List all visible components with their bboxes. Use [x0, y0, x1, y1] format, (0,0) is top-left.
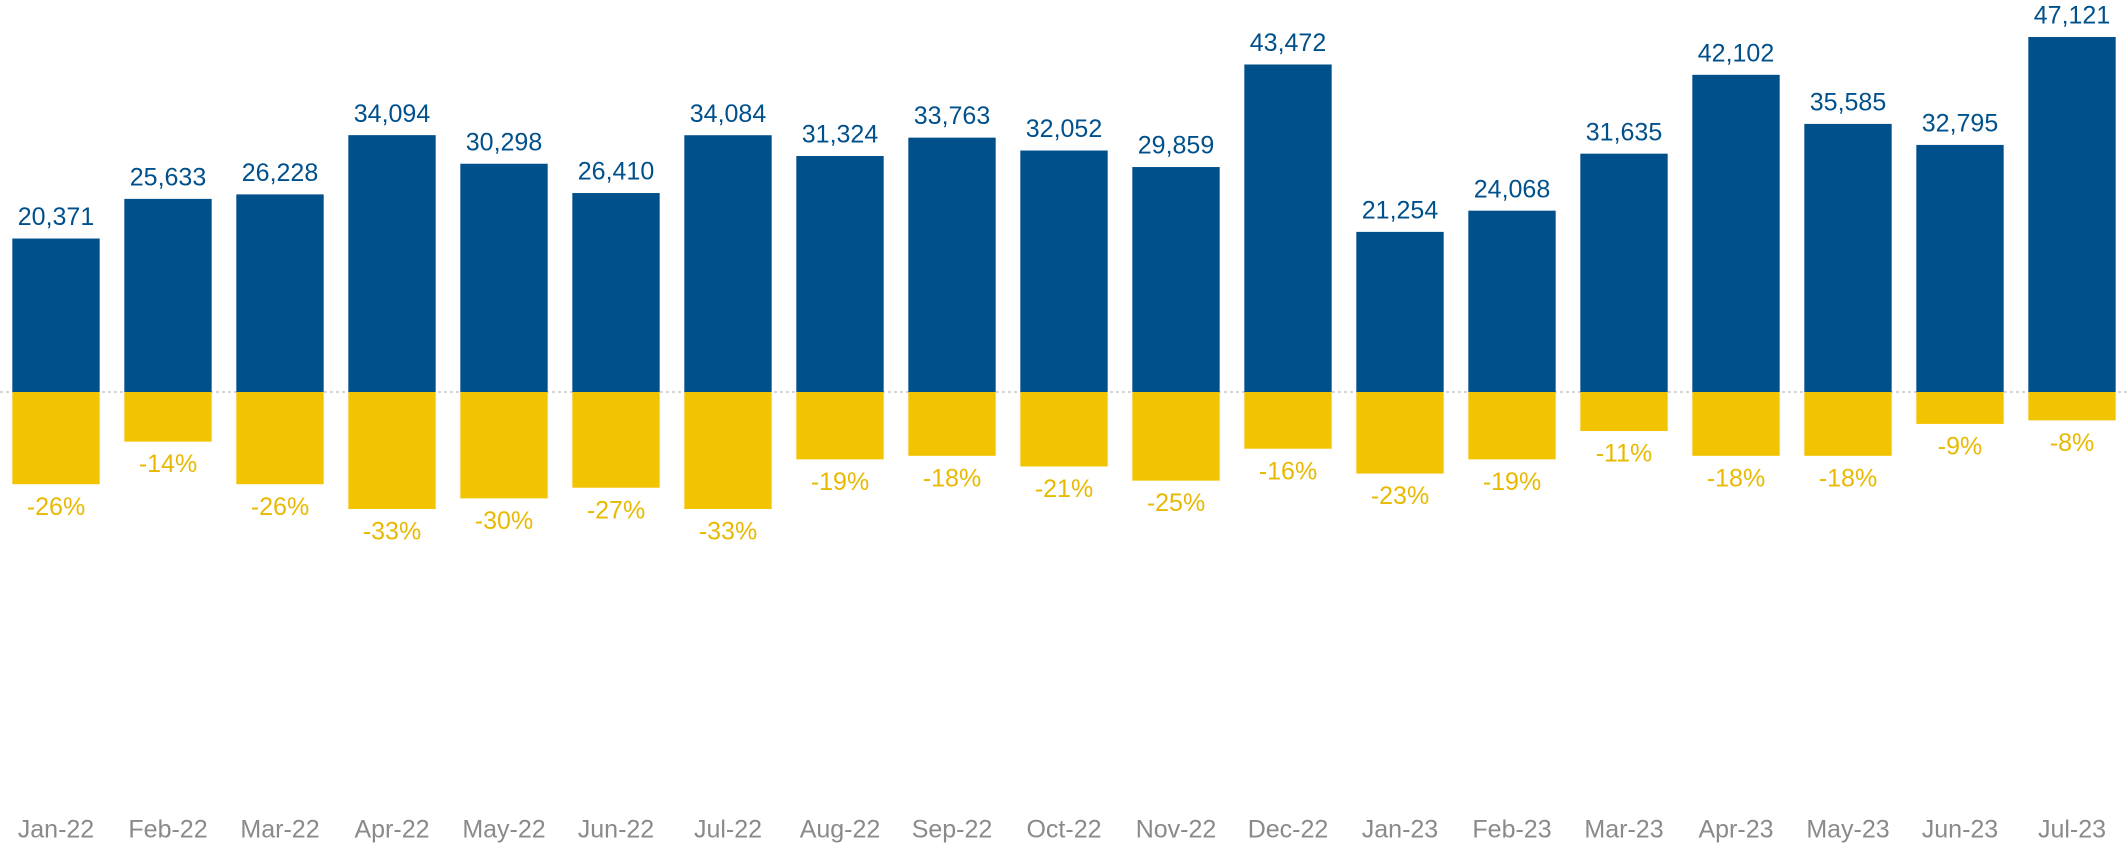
- value-label: -18%: [1819, 464, 1877, 492]
- value-label: 24,068: [1474, 175, 1550, 203]
- bar: [796, 392, 884, 460]
- x-tick-label: May-22: [462, 816, 545, 844]
- value-label: -21%: [1035, 475, 1093, 503]
- x-tick-label: Jul-23: [2038, 816, 2106, 844]
- x-tick-label: Mar-23: [1584, 816, 1663, 844]
- bar: [460, 163, 548, 392]
- value-label: 34,084: [690, 100, 767, 128]
- x-tick-label: May-23: [1806, 816, 1889, 844]
- bar: [2028, 392, 2116, 421]
- value-label: 32,795: [1922, 110, 1998, 138]
- value-label: 26,410: [578, 158, 654, 186]
- bar: [124, 198, 212, 392]
- value-label: 21,254: [1362, 196, 1439, 224]
- bar: [1356, 392, 1444, 474]
- value-label: 31,635: [1586, 118, 1662, 146]
- bar: [796, 156, 884, 392]
- bar: [460, 392, 548, 499]
- bar: [236, 194, 324, 392]
- bar: [684, 392, 772, 509]
- x-tick-label: Jan-22: [18, 816, 94, 844]
- bar: [1916, 144, 2004, 392]
- bar: [684, 135, 772, 393]
- bar: [1356, 231, 1444, 392]
- x-tick-label: Nov-22: [1136, 816, 1217, 844]
- bar: [1804, 392, 1892, 456]
- bar: [1580, 392, 1668, 431]
- value-label: 34,094: [354, 100, 431, 128]
- bar: [908, 137, 996, 392]
- value-label: -33%: [363, 518, 421, 546]
- bar: [2028, 37, 2116, 392]
- value-label: -8%: [2050, 429, 2094, 457]
- x-tick-label: Feb-22: [128, 816, 207, 844]
- value-label: -18%: [1707, 464, 1765, 492]
- bar: [236, 392, 324, 485]
- value-label: 31,324: [802, 121, 879, 149]
- bar: [1132, 167, 1220, 392]
- value-label: 33,763: [914, 102, 990, 130]
- value-label: -19%: [811, 468, 869, 496]
- x-tick-label: Jun-22: [578, 816, 654, 844]
- value-label: 35,585: [1810, 89, 1886, 117]
- x-tick-label: Apr-23: [1698, 816, 1773, 844]
- value-label: -26%: [251, 493, 309, 521]
- bar: [12, 238, 100, 392]
- bar: [1692, 74, 1780, 392]
- bar: [1020, 150, 1108, 392]
- value-label: -25%: [1147, 489, 1205, 517]
- value-label: 25,633: [130, 163, 206, 191]
- value-label: 20,371: [18, 203, 94, 231]
- bar: [572, 392, 660, 488]
- x-tick-label: Aug-22: [800, 816, 881, 844]
- x-tick-label: Sep-22: [912, 816, 993, 844]
- value-label: 32,052: [1026, 115, 1102, 143]
- bar: [1244, 64, 1332, 393]
- bar: [1804, 123, 1892, 392]
- bar: [572, 193, 660, 392]
- value-label: -26%: [27, 493, 85, 521]
- bar: [908, 392, 996, 456]
- bar: [124, 392, 212, 442]
- bar: [1692, 392, 1780, 456]
- x-tick-label: Jan-23: [1362, 816, 1438, 844]
- value-label: -16%: [1259, 457, 1317, 485]
- value-label: -27%: [587, 496, 645, 524]
- x-tick-label: Feb-23: [1472, 816, 1551, 844]
- x-tick-label: Apr-22: [354, 816, 429, 844]
- x-tick-label: Oct-22: [1026, 816, 1101, 844]
- bar: [1244, 392, 1332, 449]
- bar: [12, 392, 100, 485]
- value-label: 29,859: [1138, 132, 1214, 160]
- value-label: 26,228: [242, 159, 318, 187]
- x-tick-label: Dec-22: [1248, 816, 1329, 844]
- value-label: 30,298: [466, 128, 542, 156]
- bar: [1916, 392, 2004, 424]
- value-label: 42,102: [1698, 39, 1774, 67]
- bar: [348, 392, 436, 509]
- x-tick-label: Jul-22: [694, 816, 762, 844]
- x-tick-label: Mar-22: [240, 816, 319, 844]
- value-label: -30%: [475, 507, 533, 535]
- value-label: -18%: [923, 464, 981, 492]
- bar: [1580, 153, 1668, 392]
- x-tick-label: Jun-23: [1922, 816, 1998, 844]
- value-label: -33%: [699, 518, 757, 546]
- value-label: -14%: [139, 450, 197, 478]
- value-label: -9%: [1938, 433, 1982, 461]
- value-label: -19%: [1483, 468, 1541, 496]
- bar: [1020, 392, 1108, 467]
- value-label: 47,121: [2034, 2, 2110, 30]
- bar: [348, 135, 436, 392]
- bar: [1468, 392, 1556, 460]
- bar: [1468, 210, 1556, 392]
- value-label: -23%: [1371, 482, 1429, 510]
- bar: [1132, 392, 1220, 481]
- value-label: 43,472: [1250, 29, 1326, 57]
- value-label: -11%: [1596, 440, 1653, 468]
